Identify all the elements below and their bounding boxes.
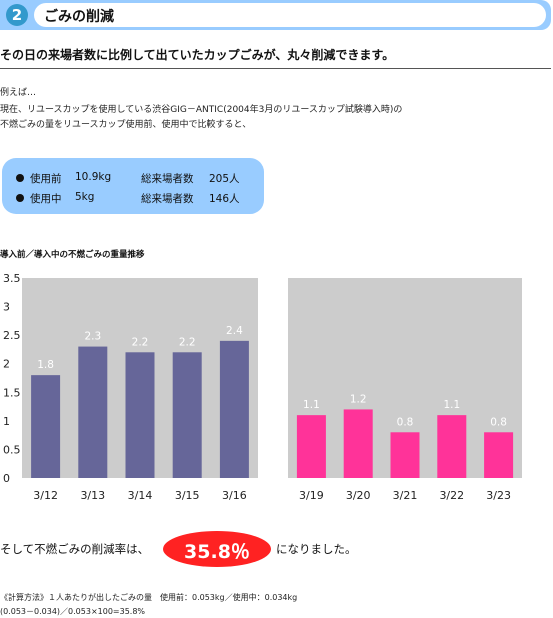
stats-box: 使用前 10.9kg 総来場者数 205人 使用中 5kg 総来場者数 146人 bbox=[2, 158, 264, 214]
data-label: 1.8 bbox=[37, 359, 54, 371]
intro-line: 例えば… bbox=[0, 88, 37, 98]
x-tick-label: 3/13 bbox=[80, 489, 105, 502]
bar bbox=[125, 352, 155, 478]
bar bbox=[484, 432, 514, 478]
stat-visitors-label: 総来場者数 bbox=[141, 173, 194, 185]
data-label: 2.4 bbox=[226, 325, 243, 337]
data-label: 0.8 bbox=[490, 416, 507, 428]
stat-weight: 10.9kg bbox=[75, 171, 112, 183]
data-label: 0.8 bbox=[397, 416, 414, 428]
data-label: 2.3 bbox=[84, 331, 101, 343]
y-tick-label: 1.5 bbox=[3, 386, 21, 399]
stat-visitors: 205人 bbox=[209, 173, 240, 185]
chart-title: 導入前／導入中の不燃ごみの重量推移 bbox=[0, 250, 145, 260]
bar bbox=[343, 409, 373, 478]
data-label: 1.1 bbox=[303, 399, 320, 411]
y-tick-label: 0 bbox=[3, 472, 10, 485]
result-highlight bbox=[163, 531, 271, 567]
x-tick-label: 3/19 bbox=[299, 489, 324, 502]
bar bbox=[390, 432, 420, 478]
y-tick-label: 3 bbox=[3, 301, 10, 314]
data-label: 2.2 bbox=[132, 336, 149, 348]
x-tick-label: 3/23 bbox=[486, 489, 511, 502]
bar bbox=[296, 415, 326, 478]
x-tick-label: 3/16 bbox=[222, 489, 247, 502]
data-label: 1.1 bbox=[443, 399, 460, 411]
stat-label: 使用前 bbox=[30, 173, 62, 185]
y-tick-label: 3.5 bbox=[3, 272, 21, 285]
stat-visitors: 146人 bbox=[209, 193, 240, 205]
section-number-badge: 2 bbox=[6, 4, 28, 26]
footnote-formula: (0.053－0.034)／0.053×100=35.8% bbox=[0, 607, 146, 616]
section-title-pill bbox=[34, 3, 546, 27]
y-tick-label: 0.5 bbox=[3, 443, 21, 456]
reduction-rate: 35.8％ bbox=[184, 541, 250, 563]
bar bbox=[78, 346, 108, 478]
headline: その日の来場者数に比例して出ていたカップごみが、丸々削減できます。 bbox=[0, 48, 395, 62]
bar bbox=[219, 340, 249, 478]
bullet-icon bbox=[16, 174, 24, 182]
bar-chart: 0 0.5 1 1.5 2 2.5 3 3.5 1.8 3/12 2.3 3/13 2.2 3/14 2.2… bbox=[3, 272, 522, 502]
x-tick-label: 3/14 bbox=[128, 489, 153, 502]
bar bbox=[172, 352, 202, 478]
intro-line: 不燃ごみの量をリユースカップ使用前、使用中で比較すると、 bbox=[0, 120, 252, 130]
y-tick-label: 2.5 bbox=[3, 329, 21, 342]
footnote-method: 《計算方法》１人あたりが出したごみの量 使用前：0.053kg／使用中：0.03… bbox=[0, 593, 298, 602]
section-title: ごみの削減 bbox=[44, 9, 114, 25]
y-tick-label: 2 bbox=[3, 358, 10, 371]
bar bbox=[31, 375, 61, 478]
result-prefix: そして不燃ごみの削減率は、 bbox=[0, 542, 150, 556]
stat-label: 使用中 bbox=[30, 193, 62, 205]
stat-row-during: 使用中 bbox=[16, 191, 62, 206]
x-tick-label: 3/20 bbox=[346, 489, 371, 502]
data-label: 1.2 bbox=[350, 393, 367, 405]
y-tick-label: 1 bbox=[3, 415, 10, 428]
divider bbox=[0, 68, 551, 69]
data-label: 2.2 bbox=[179, 336, 196, 348]
x-tick-label: 3/22 bbox=[439, 489, 464, 502]
x-tick-label: 3/15 bbox=[175, 489, 200, 502]
x-tick-label: 3/12 bbox=[33, 489, 58, 502]
stat-visitors-label: 総来場者数 bbox=[141, 193, 194, 205]
bullet-icon bbox=[16, 194, 24, 202]
result-suffix: になりました。 bbox=[276, 542, 357, 556]
x-tick-label: 3/21 bbox=[393, 489, 418, 502]
bar bbox=[437, 415, 467, 478]
stat-weight: 5kg bbox=[75, 191, 95, 203]
stat-row-before: 使用前 bbox=[16, 171, 62, 186]
intro-line: 現在、リユースカップを使用している渋谷GIG－ANTIC(2004年3月のリユー… bbox=[0, 105, 403, 115]
